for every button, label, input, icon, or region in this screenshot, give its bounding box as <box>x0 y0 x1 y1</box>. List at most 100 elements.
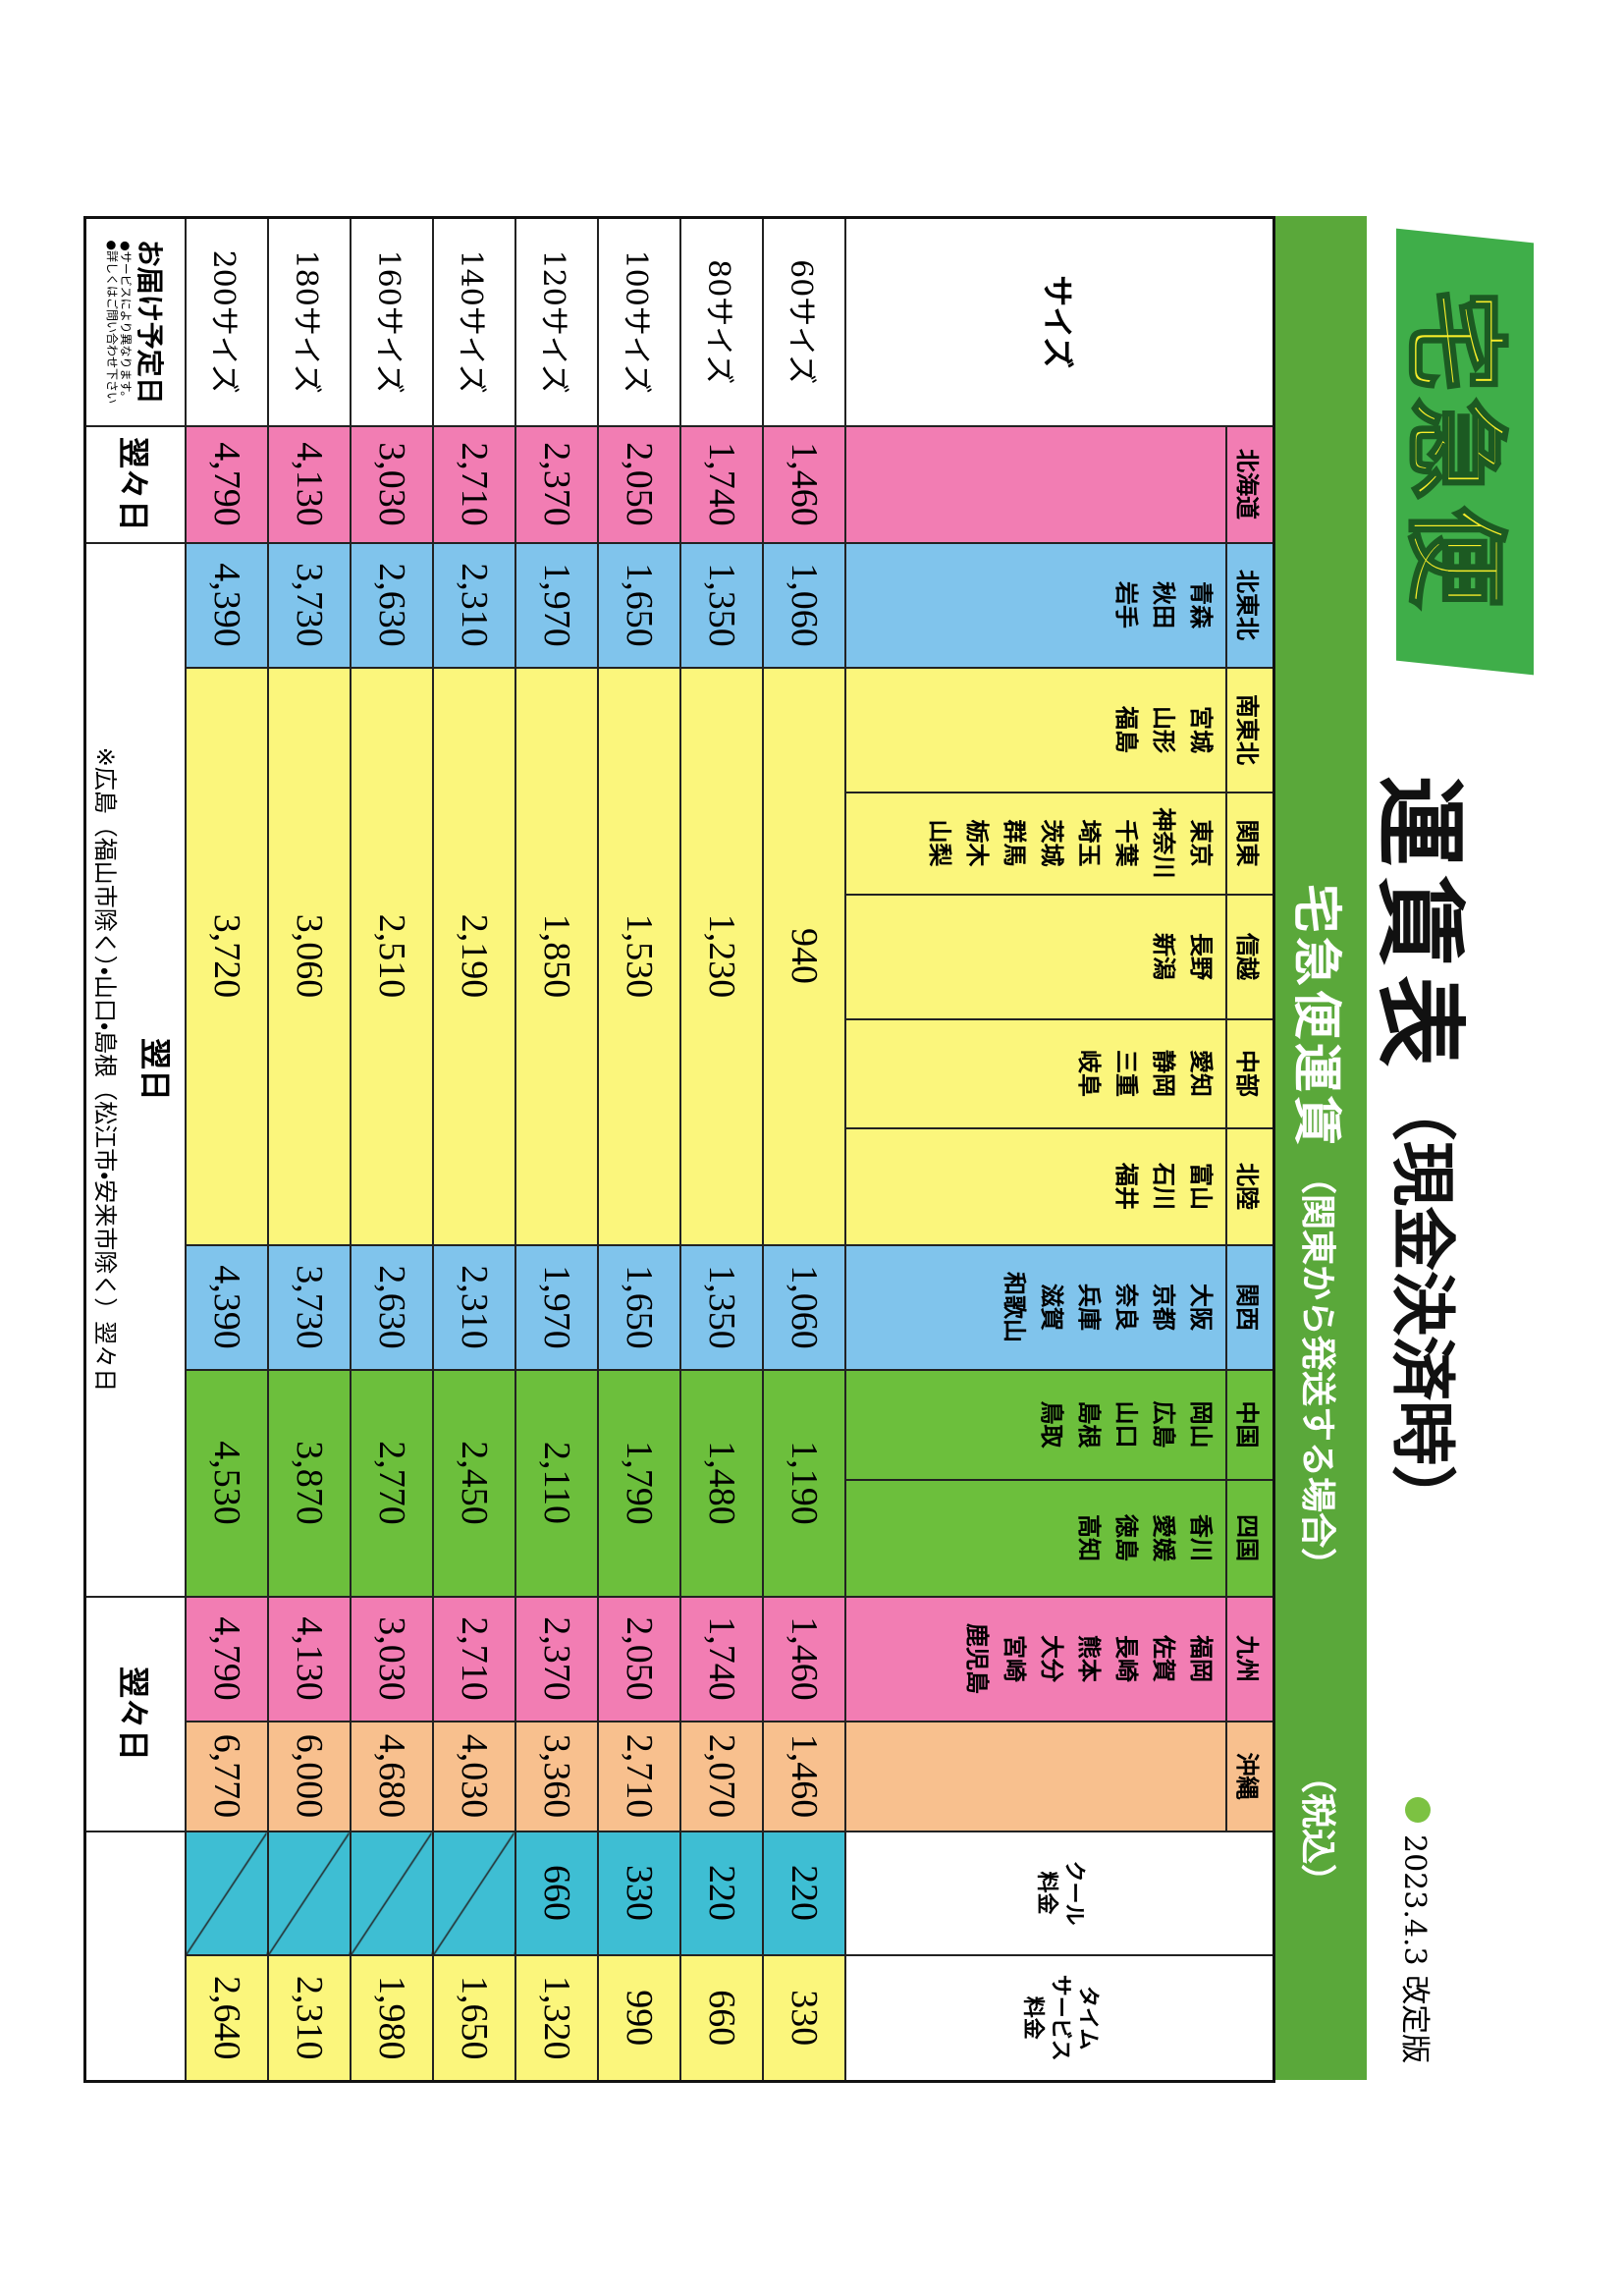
prefecture: 大阪 <box>1187 1284 1215 1331</box>
fare: 1,350 <box>680 1244 763 1370</box>
prefecture: 福島 <box>1112 706 1140 753</box>
cool-header-line: 料金 <box>1034 1871 1058 1915</box>
fare: 1,530 <box>598 667 680 1245</box>
banner-title: 宅急便運賃 <box>1288 884 1346 1149</box>
delivery-note: ●詳しくはご問い合わせ下さい <box>105 240 119 404</box>
fare: 2,710 <box>598 1721 680 1831</box>
fare-row: 80サイズ 1,740 1,350 1,230 1,350 1,480 1,740 2,070… <box>680 217 763 2082</box>
not-available <box>351 1831 433 1955</box>
prefecture: 栃木 <box>963 819 991 867</box>
banner: 宅急便運賃 （関東から発送する場合） （税込） <box>1275 216 1367 2080</box>
fare: 2,770 <box>351 1369 433 1597</box>
prefecture-cell: 愛知 静岡 三重 岐阜 <box>845 1018 1226 1128</box>
fare: 1,740 <box>680 1596 763 1722</box>
fare: 4,130 <box>268 425 351 543</box>
fare-row: 200サイズ 4,790 4,390 3,720 4,390 4,530 4,790 6,77… <box>186 217 268 2082</box>
prefecture: 奈良 <box>1112 1284 1140 1331</box>
fare: 940 <box>763 667 845 1245</box>
fare: 2,640 <box>186 1954 268 2082</box>
region-name: 北海道 <box>1226 425 1274 543</box>
prefecture-cell: 青森 秋田 岩手 <box>845 542 1226 668</box>
delivery-exception: ※広島（福山市除く）・山口・島根（松江市・安来市除く）翌々日 <box>91 746 120 1393</box>
fare: 6,770 <box>186 1721 268 1831</box>
fare: 2,310 <box>433 1244 515 1370</box>
prefecture: 新潟 <box>1150 933 1177 980</box>
logo-text: 宅急便 <box>1394 288 1517 615</box>
fare: 4,680 <box>351 1721 433 1831</box>
fare: 1,790 <box>598 1369 680 1597</box>
fare-row: 60サイズ 1,460 1,060 940 1,060 1,190 1,460 1,460 22… <box>763 217 845 2082</box>
cool-header-line: クール <box>1061 1860 1086 1926</box>
prefecture-cell: 福岡 佐賀 長崎 熊本 大分 宮崎 鹿児島 <box>845 1596 1226 1722</box>
delivery-days: 翌日 <box>136 1037 175 1101</box>
fare: 3,730 <box>268 542 351 668</box>
region-name: 関東 <box>1226 792 1274 895</box>
fare: 1,230 <box>680 667 763 1245</box>
fare: 1,650 <box>433 1954 515 2082</box>
prefecture-cell <box>845 425 1226 543</box>
fare: 2,190 <box>433 667 515 1245</box>
title-main: 運賃表 <box>1367 776 1473 1077</box>
fare: 1,190 <box>763 1369 845 1597</box>
fare: 1,350 <box>680 542 763 668</box>
delivery-main-cell: 翌日 ※広島（福山市除く）・山口・島根（松江市・安来市除く）翌々日 <box>84 542 186 1597</box>
delivery-days: 翌々日 <box>84 1596 186 1831</box>
prefecture: 広島 <box>1150 1400 1177 1449</box>
fare: 220 <box>763 1831 845 1955</box>
title-note: （現金決済時） <box>1384 1076 1460 1531</box>
prefecture: 山梨 <box>926 819 953 867</box>
prefecture: 愛媛 <box>1150 1514 1177 1561</box>
prefecture: 大分 <box>1038 1635 1065 1682</box>
prefecture: 愛知 <box>1187 1050 1215 1097</box>
prefecture-cell: 大阪 京都 奈良 兵庫 滋賀 和歌山 <box>845 1244 1226 1370</box>
size-header: サイズ <box>845 217 1274 426</box>
prefecture: 千葉 <box>1112 819 1140 867</box>
fare: 3,720 <box>186 667 268 1245</box>
prefecture-cell <box>845 1721 1226 1831</box>
prefecture: 福岡 <box>1187 1635 1215 1682</box>
fare: 1,460 <box>763 1721 845 1831</box>
prefecture: 埼玉 <box>1075 819 1103 867</box>
time-header: タイム サービス 料金 <box>845 1954 1274 2082</box>
fare: 2,630 <box>351 1244 433 1370</box>
size-label: 120サイズ <box>515 217 598 426</box>
prefecture: 岩手 <box>1112 581 1140 629</box>
fare: 2,310 <box>433 542 515 668</box>
prefecture: 高知 <box>1075 1514 1103 1561</box>
prefecture: 徳島 <box>1112 1514 1140 1561</box>
fare: 1,460 <box>763 425 845 543</box>
region-name: 関西 <box>1226 1244 1274 1370</box>
fare: 4,390 <box>186 542 268 668</box>
size-label: 160サイズ <box>351 217 433 426</box>
prefecture-cell: 岡山 広島 山口 島根 鳥取 <box>845 1369 1226 1480</box>
title: 運賃表 （現金決済時） <box>1368 776 1487 1531</box>
fare: 3,360 <box>515 1721 598 1831</box>
fare: 1,740 <box>680 425 763 543</box>
fare: 1,970 <box>515 1244 598 1370</box>
prefecture: 宮崎 <box>1001 1635 1028 1682</box>
fare: 1,460 <box>763 1596 845 1722</box>
size-label: 60サイズ <box>763 217 845 426</box>
not-available <box>433 1831 515 1955</box>
fare: 1,980 <box>351 1954 433 2082</box>
fare: 3,730 <box>268 1244 351 1370</box>
fare: 6,000 <box>268 1721 351 1831</box>
region-name: 北陸 <box>1226 1127 1274 1245</box>
not-available <box>268 1831 351 1955</box>
prefecture: 茨城 <box>1038 819 1065 867</box>
prefecture: 神奈川 <box>1150 807 1177 879</box>
fare: 2,370 <box>515 1596 598 1722</box>
prefecture: 静岡 <box>1150 1050 1177 1097</box>
time-header-line: 料金 <box>1020 1995 1045 2040</box>
fare: 2,450 <box>433 1369 515 1597</box>
fare: 1,850 <box>515 667 598 1245</box>
fare: 4,030 <box>433 1721 515 1831</box>
prefecture: 秋田 <box>1150 581 1177 629</box>
prefecture: 群馬 <box>1001 819 1028 867</box>
fare: 1,650 <box>598 1244 680 1370</box>
prefecture: 三重 <box>1112 1050 1140 1097</box>
prefecture: 熊本 <box>1075 1635 1103 1682</box>
fare: 3,030 <box>351 425 433 543</box>
blank-cell <box>84 1831 186 2082</box>
